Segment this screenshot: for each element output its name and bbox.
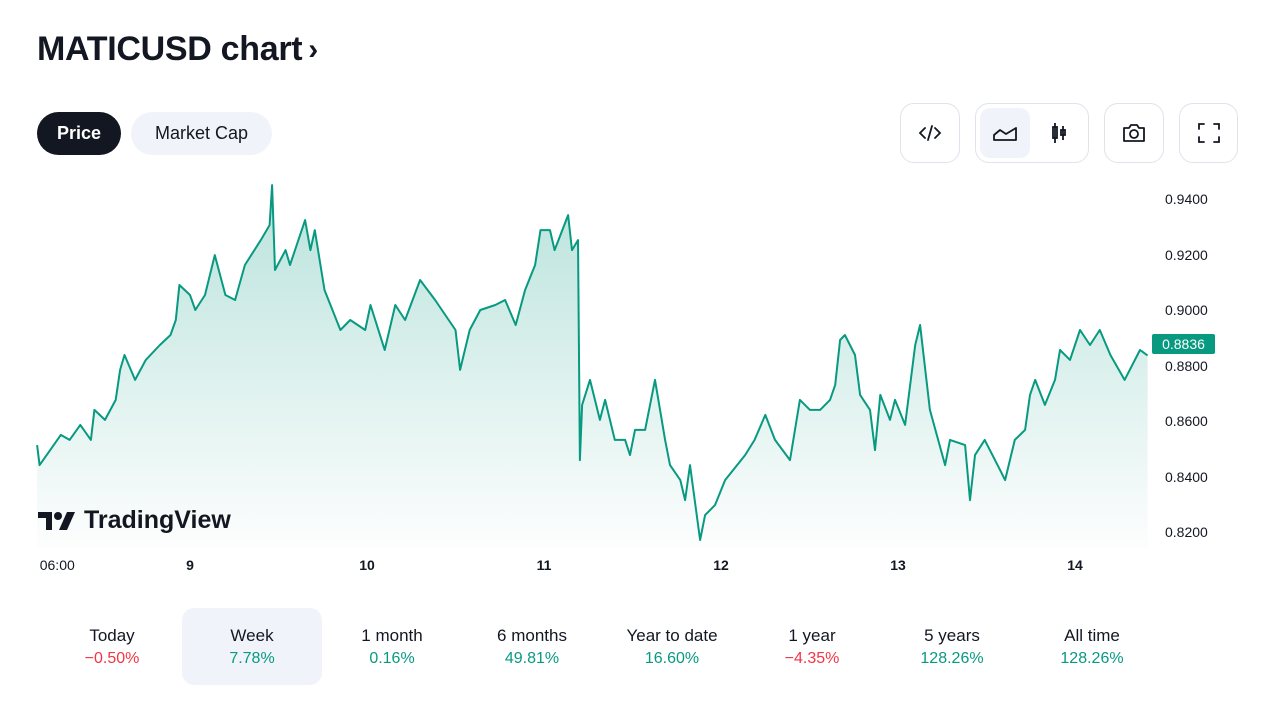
period-change: 49.81% bbox=[504, 649, 560, 667]
y-tick-label: 0.9000 bbox=[1165, 302, 1208, 318]
snapshot-button[interactable] bbox=[1104, 103, 1164, 163]
area-chart-icon bbox=[993, 127, 1017, 141]
candlestick-icon bbox=[1052, 123, 1066, 143]
x-tick-label: 14 bbox=[1067, 557, 1083, 573]
y-tick-label: 0.8400 bbox=[1165, 468, 1208, 485]
chevron-right-icon: › bbox=[308, 32, 318, 66]
period-label: All time bbox=[1064, 625, 1120, 645]
period-change: −4.35% bbox=[784, 649, 840, 667]
tab-price[interactable]: Price bbox=[37, 112, 121, 155]
period-today[interactable]: Today −0.50% bbox=[42, 608, 182, 685]
camera-icon bbox=[1123, 124, 1145, 142]
period-1-month[interactable]: 1 month 0.16% bbox=[322, 608, 462, 685]
area-style-button[interactable] bbox=[980, 108, 1030, 158]
embed-code-icon bbox=[918, 125, 942, 141]
x-tick-label: 13 bbox=[890, 557, 906, 573]
period-change: 128.26% bbox=[920, 649, 984, 667]
last-price-label: 0.8836 bbox=[1152, 334, 1215, 354]
candle-style-button[interactable] bbox=[1034, 108, 1084, 158]
period-1-year[interactable]: 1 year −4.35% bbox=[742, 608, 882, 685]
period-change: 16.60% bbox=[644, 649, 700, 667]
period-year-to-date[interactable]: Year to date 16.60% bbox=[602, 608, 742, 685]
price-line bbox=[36, 184, 1149, 541]
period-change: 7.78% bbox=[229, 649, 275, 667]
tab-market-cap[interactable]: Market Cap bbox=[131, 112, 272, 155]
tradingview-logo-icon bbox=[38, 511, 75, 530]
tradingview-watermark: TradingView bbox=[38, 506, 231, 535]
period-change: 128.26% bbox=[1060, 649, 1124, 667]
period-week[interactable]: Week 7.78% bbox=[182, 608, 322, 685]
y-tick-label: 0.8600 bbox=[1165, 413, 1208, 429]
period-label: Week bbox=[230, 625, 274, 645]
period-label: 1 year bbox=[788, 625, 836, 645]
y-tick-label: 0.8200 bbox=[1165, 524, 1208, 540]
period-5-years[interactable]: 5 years 128.26% bbox=[882, 608, 1022, 685]
x-tick-label: 06:00 bbox=[39, 557, 75, 573]
period-label: 6 months bbox=[497, 625, 567, 645]
period-change: 0.16% bbox=[369, 649, 415, 667]
chart-style-toggle bbox=[975, 103, 1089, 163]
watermark-text: TradingView bbox=[84, 506, 231, 534]
period-change: −0.50% bbox=[84, 649, 140, 667]
x-tick-label: 10 bbox=[359, 557, 375, 573]
price-area-fill bbox=[37, 185, 1148, 548]
period-label: 1 month bbox=[361, 625, 423, 645]
period-label: 5 years bbox=[924, 625, 980, 645]
period-label: Today bbox=[89, 625, 135, 645]
period-label: Year to date bbox=[626, 625, 718, 645]
page-title: MATICUSD chart bbox=[37, 30, 303, 68]
period-6-months[interactable]: 6 months 49.81% bbox=[462, 608, 602, 685]
embed-button[interactable] bbox=[900, 103, 960, 163]
x-tick-label: 9 bbox=[186, 557, 194, 573]
y-tick-label: 0.9400 bbox=[1165, 191, 1208, 207]
y-tick-label: 0.9200 bbox=[1165, 246, 1208, 263]
chart-title-link[interactable]: MATICUSD chart › bbox=[37, 30, 318, 69]
x-tick-label: 11 bbox=[536, 557, 552, 573]
y-tick-label: 0.8800 bbox=[1165, 357, 1208, 374]
period-all-time[interactable]: All time 128.26% bbox=[1022, 608, 1162, 685]
fullscreen-button[interactable] bbox=[1179, 103, 1238, 163]
fullscreen-icon bbox=[1197, 123, 1220, 143]
x-tick-label: 12 bbox=[713, 557, 729, 573]
